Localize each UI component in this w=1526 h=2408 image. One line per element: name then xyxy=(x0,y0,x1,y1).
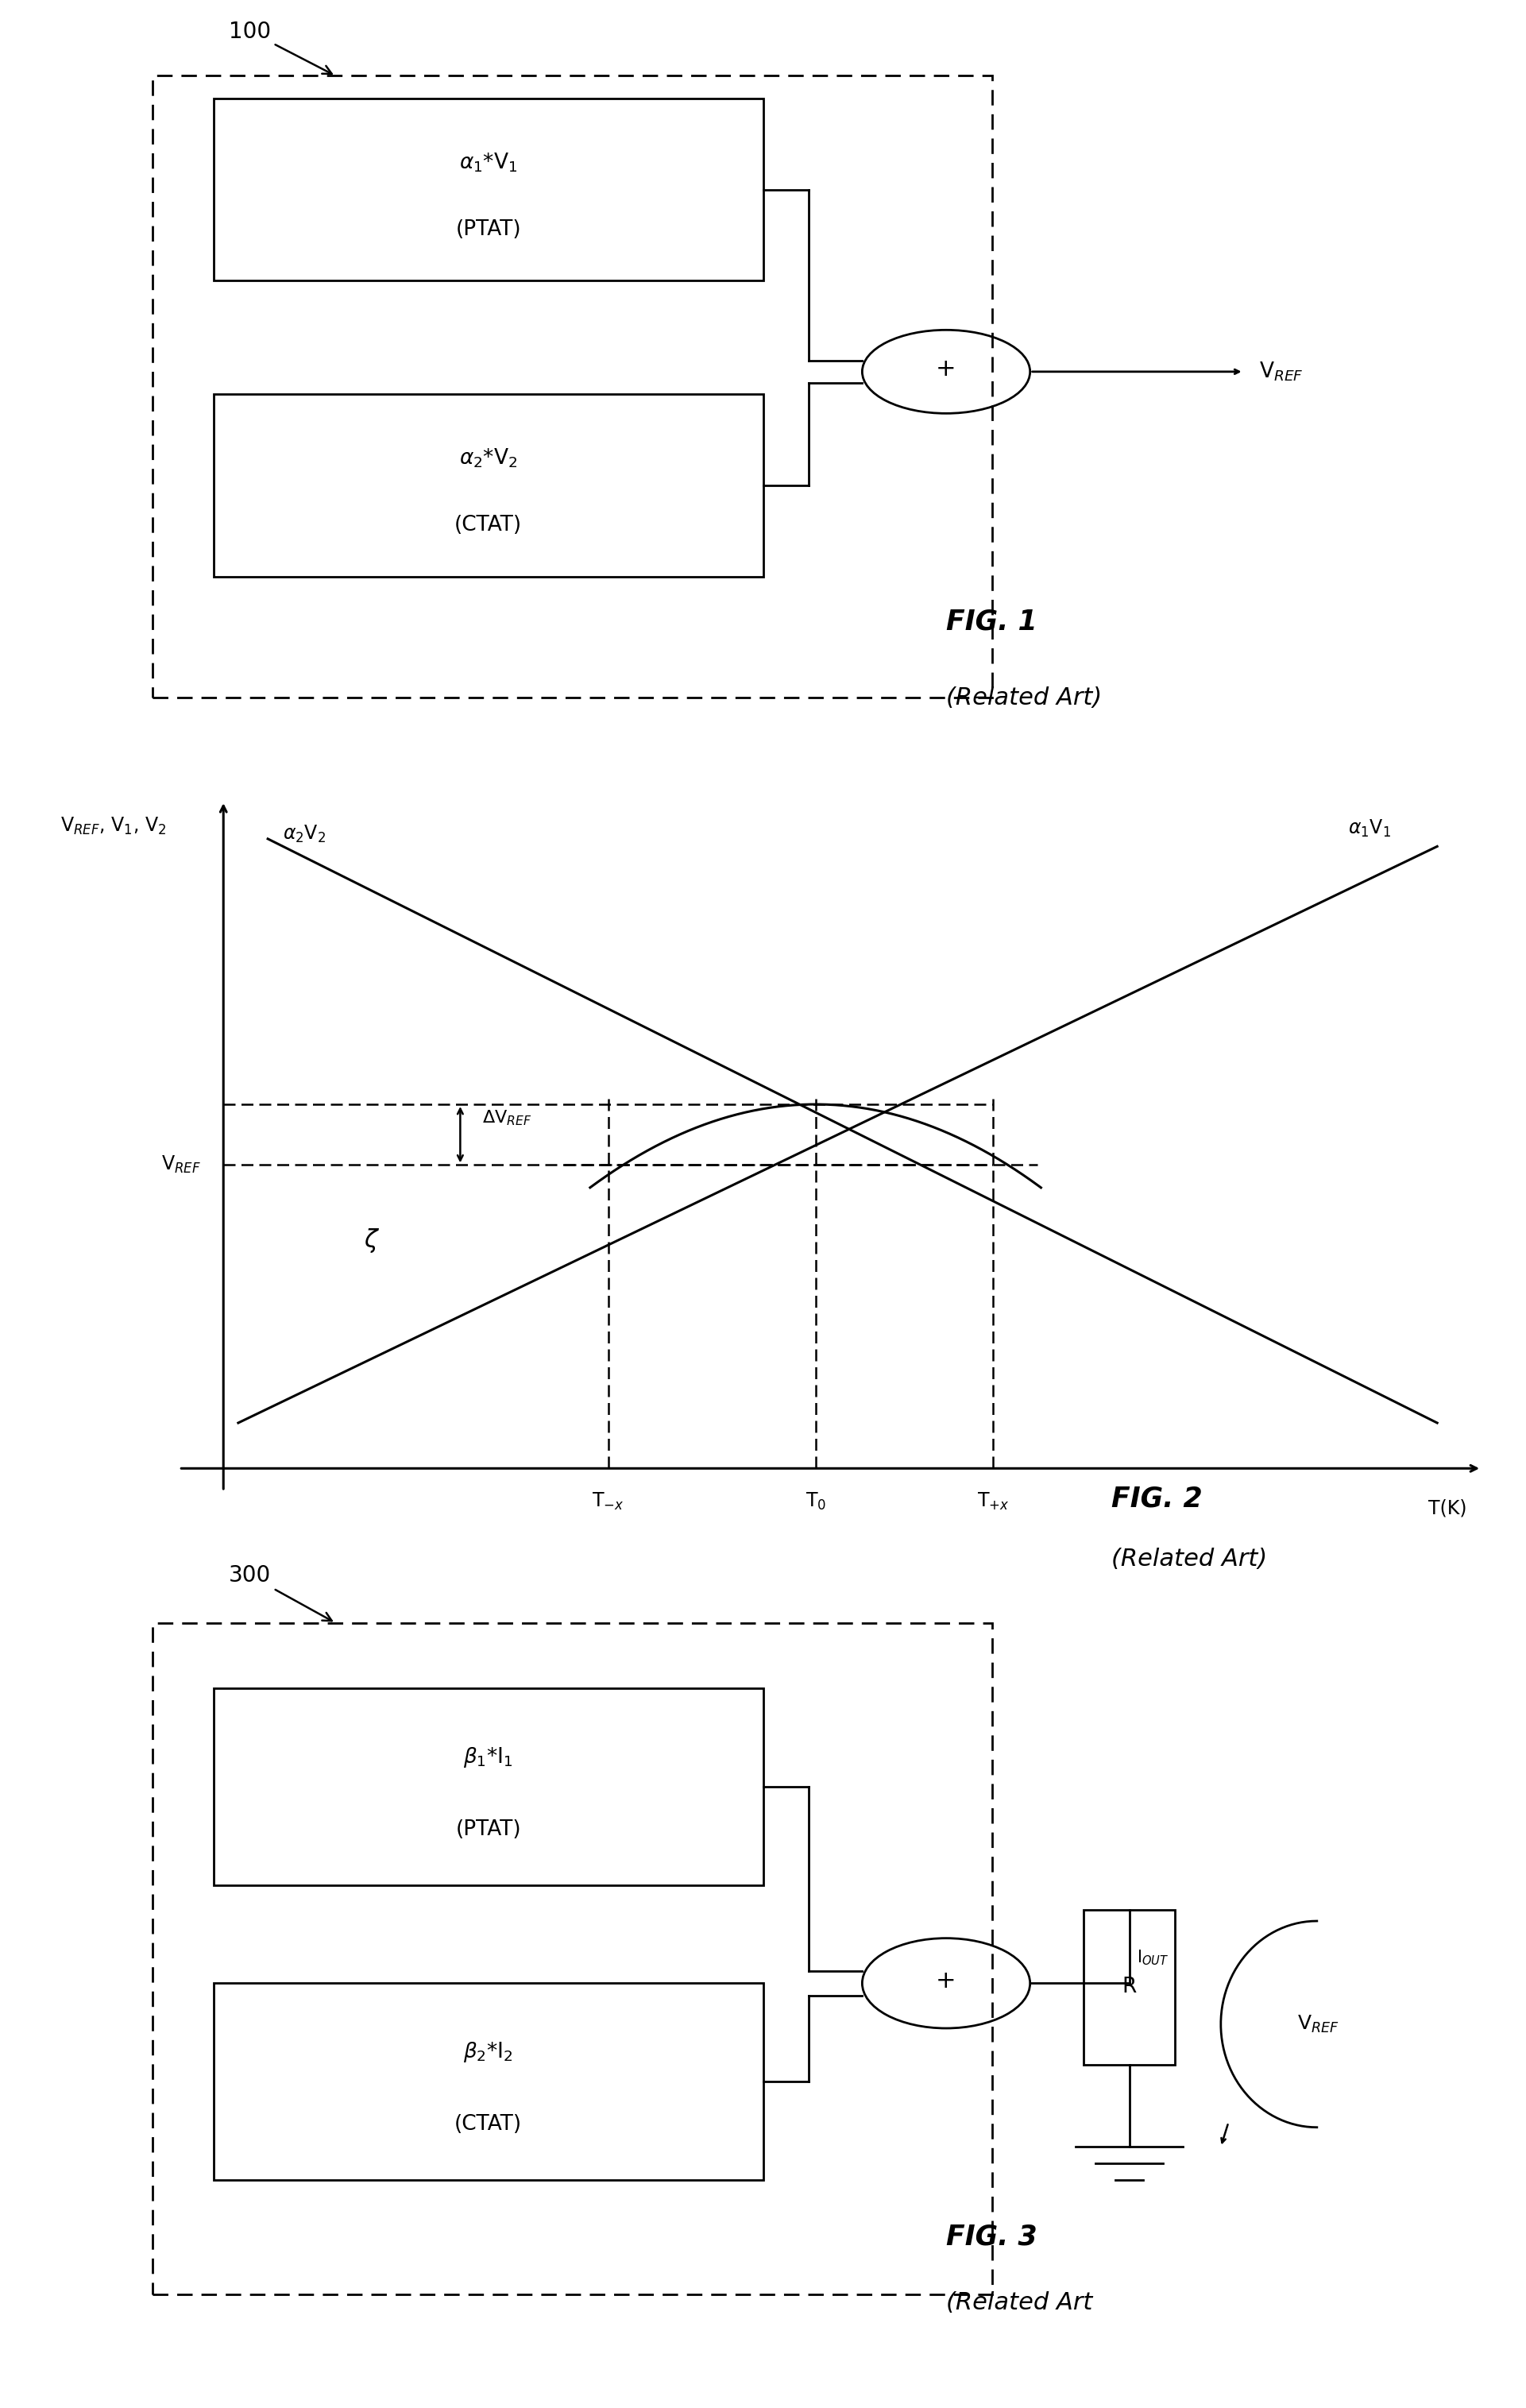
Text: $\zeta$: $\zeta$ xyxy=(363,1228,380,1255)
Text: V$_{REF}$: V$_{REF}$ xyxy=(162,1153,201,1175)
Text: FIG. 3: FIG. 3 xyxy=(946,2223,1038,2251)
Text: (Related Art): (Related Art) xyxy=(946,686,1102,710)
Text: V$_{REF}$: V$_{REF}$ xyxy=(1259,361,1303,383)
Text: $\beta_2$*I$_2$: $\beta_2$*I$_2$ xyxy=(464,2040,513,2064)
Text: (CTAT): (CTAT) xyxy=(455,2114,522,2136)
Bar xyxy=(214,99,763,282)
Text: T$_0$: T$_0$ xyxy=(806,1491,826,1512)
Text: $\alpha_2$V$_2$: $\alpha_2$V$_2$ xyxy=(282,824,325,845)
Text: FIG. 1: FIG. 1 xyxy=(946,609,1038,636)
Text: $\alpha_2$*V$_2$: $\alpha_2$*V$_2$ xyxy=(459,448,517,470)
Text: T(K): T(K) xyxy=(1428,1498,1466,1517)
Text: +: + xyxy=(935,359,957,380)
Bar xyxy=(214,1688,763,1885)
Text: $\Delta$V$_{REF}$: $\Delta$V$_{REF}$ xyxy=(482,1108,533,1127)
Text: $\beta_1$*I$_1$: $\beta_1$*I$_1$ xyxy=(464,1746,513,1770)
Text: 300: 300 xyxy=(229,1565,331,1621)
Text: (PTAT): (PTAT) xyxy=(455,219,522,241)
Text: (CTAT): (CTAT) xyxy=(455,515,522,537)
Text: (PTAT): (PTAT) xyxy=(455,1820,522,1840)
Text: (Related Art): (Related Art) xyxy=(1111,1548,1268,1570)
Bar xyxy=(214,395,763,576)
Text: T$_{-x}$: T$_{-x}$ xyxy=(592,1491,624,1512)
Text: V$_{REF}$, V$_1$, V$_2$: V$_{REF}$, V$_1$, V$_2$ xyxy=(61,816,166,838)
Text: +: + xyxy=(935,1970,957,1991)
Text: FIG. 2: FIG. 2 xyxy=(1111,1486,1202,1512)
Bar xyxy=(153,1623,992,2295)
Text: $\alpha_1$*V$_1$: $\alpha_1$*V$_1$ xyxy=(459,152,517,173)
Text: V$_{REF}$: V$_{REF}$ xyxy=(1297,2013,1340,2035)
Bar xyxy=(1083,1910,1175,2066)
Text: T$_{+x}$: T$_{+x}$ xyxy=(977,1491,1009,1512)
Text: I$_{OUT}$: I$_{OUT}$ xyxy=(1137,1948,1169,1967)
Text: (Related Art: (Related Art xyxy=(946,2290,1093,2314)
Text: R: R xyxy=(1122,1977,1137,1999)
Bar xyxy=(214,1984,763,2179)
Text: $\alpha_1$V$_1$: $\alpha_1$V$_1$ xyxy=(1349,819,1392,838)
Bar xyxy=(153,77,992,698)
Text: 100: 100 xyxy=(229,19,331,75)
